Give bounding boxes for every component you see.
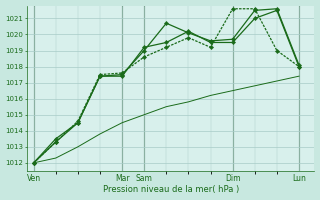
X-axis label: Pression niveau de la mer( hPa ): Pression niveau de la mer( hPa ) (103, 185, 239, 194)
